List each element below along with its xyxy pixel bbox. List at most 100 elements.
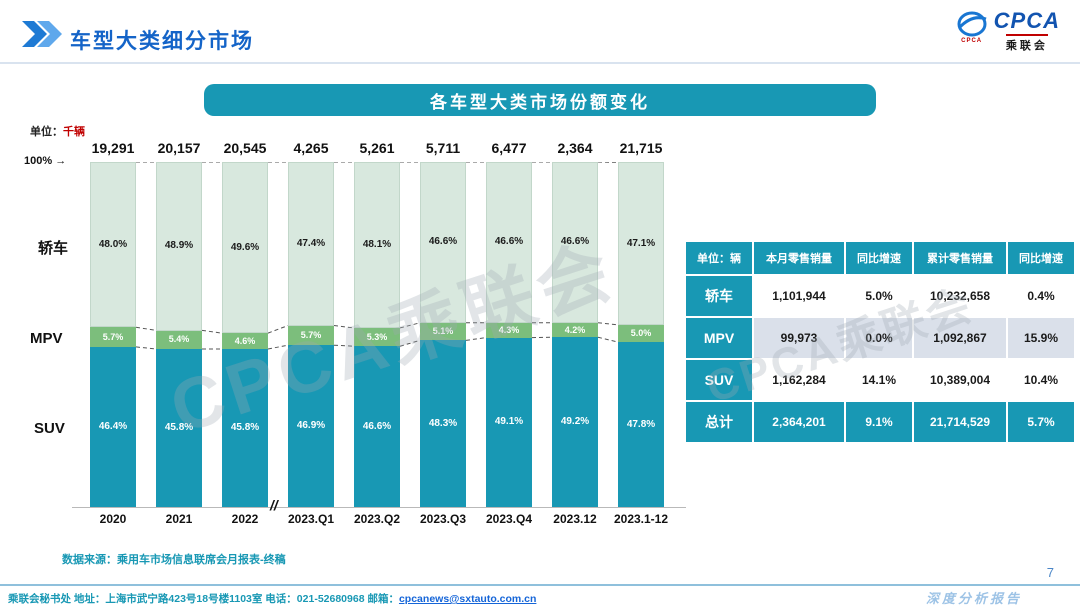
x-axis-label: 2023.Q4 [485, 512, 533, 526]
slide-header: 车型大类细分市场 CPCA CPCA 乘联会 [0, 0, 1080, 64]
table-header-cell: 累计零售销量 [912, 240, 1008, 276]
bar-column: 4,265 46.9% 5.7% 47.4% 2023.Q1 [278, 140, 344, 531]
x-axis-label: 2023.Q2 [353, 512, 401, 526]
cpca-logo-name: CPCA [993, 8, 1060, 33]
x-axis-label: 2023.1-12 [613, 512, 669, 526]
bar-segment-suv: 49.2% [552, 337, 598, 507]
bar-total-label: 20,545 [223, 140, 267, 156]
axis-break-mark: // [270, 497, 278, 513]
bar-segment-sedan: 49.6% [222, 162, 268, 334]
table-cell: 14.1% [844, 358, 914, 402]
data-source-note: 数据来源：乘用车市场信息联席会月报表-终稿 [62, 554, 286, 566]
segment-value-label: 48.0% [98, 238, 128, 250]
bar-total-label: 21,715 [619, 140, 663, 156]
report-type-label: 深度分析报告 [925, 591, 1022, 606]
table-cell: 5.0% [844, 274, 914, 318]
table-cell: 10.4% [1006, 358, 1076, 402]
cpca-logo-mark: CPCA [955, 10, 989, 44]
stacked-bar: 46.9% 5.7% 47.4% [288, 162, 334, 507]
double-chevron-icon [22, 21, 64, 52]
bar-segment-sedan: 47.4% [288, 162, 334, 326]
table-row: 总计 2,364,201 9.1% 21,714,529 5.7% [684, 400, 1076, 444]
segment-value-label: 49.1% [494, 416, 524, 428]
segment-value-label: 5.1% [432, 326, 454, 337]
bar-segment-suv: 46.4% [90, 347, 136, 507]
bar-column: 21,715 47.8% 5.0% 47.1% 2023.1-12 [608, 140, 674, 531]
bar-column: 2,364 49.2% 4.2% 46.6% 2023.12 [542, 140, 608, 531]
bar-segment-mpv: 5.4% [156, 330, 202, 350]
chart-title-banner: 各车型大类市场份额变化 [204, 84, 876, 116]
table-cell: 15.9% [1006, 316, 1076, 360]
footer-divider [0, 584, 1080, 586]
bar-segment-suv: 48.3% [420, 340, 466, 507]
bar-column: 6,477 49.1% 4.3% 46.6% 2023.Q4 [476, 140, 542, 531]
bar-segment-suv: 46.9% [288, 345, 334, 507]
bar-segment-sedan: 47.1% [618, 162, 664, 325]
bar-segment-sedan: 46.6% [486, 162, 532, 323]
table-cell: 9.1% [844, 400, 914, 444]
y-top-text: 100% [24, 155, 53, 167]
table-row-label: SUV [684, 358, 754, 402]
unit-label: 单位：千辆 [30, 123, 85, 139]
bar-total-label: 5,261 [359, 140, 395, 156]
bar-segment-sedan: 46.6% [420, 162, 466, 323]
segment-value-label: 47.8% [626, 418, 656, 430]
table-cell: 1,162,284 [752, 358, 846, 402]
table-cell: 10,389,004 [912, 358, 1008, 402]
cpca-logo: CPCA CPCA 乘联会 [955, 10, 1060, 53]
cpca-logo-mark-caption: CPCA [961, 38, 983, 44]
footer-contact-text: 乘联会秘书处 地址：上海市武宁路423号18号楼1103室 电话：021-526… [8, 593, 399, 605]
table-header-cell: 本月零售销量 [752, 240, 846, 276]
x-axis-label: 2022 [231, 512, 259, 526]
bar-total-label: 2,364 [557, 140, 593, 156]
bar-segment-sedan: 48.9% [156, 162, 202, 331]
stacked-bar: 46.4% 5.7% 48.0% [90, 162, 136, 507]
segment-value-label: 48.3% [428, 417, 458, 429]
email-link[interactable]: cpcanews@sxtauto.com.cn [398, 593, 537, 605]
table-cell: 0.0% [844, 316, 914, 360]
bar-column: 20,157 45.8% 5.4% 48.9% 2021 [146, 140, 212, 531]
stacked-bar: 47.8% 5.0% 47.1% [618, 162, 664, 507]
table-cell: 5.7% [1006, 400, 1076, 444]
row-label-suv: SUV [34, 420, 65, 437]
segment-value-label: 48.1% [362, 238, 392, 250]
bar-segment-suv: 45.8% [222, 349, 268, 507]
bar-segment-suv: 47.8% [618, 342, 664, 507]
segment-value-label: 46.6% [428, 236, 458, 248]
bar-segment-sedan: 48.0% [90, 162, 136, 328]
bar-total-label: 20,157 [157, 140, 201, 156]
bar-column: 5,261 46.6% 5.3% 48.1% 2023.Q2 [344, 140, 410, 531]
segment-value-label: 5.0% [630, 327, 652, 338]
table-cell: 2,364,201 [752, 400, 846, 444]
bar-segment-suv: 49.1% [486, 337, 532, 507]
segment-value-label: 47.1% [626, 237, 656, 249]
table-header-cell: 同比增速 [844, 240, 914, 276]
cpca-logo-text: CPCA 乘联会 [994, 10, 1060, 53]
bar-column: 5,711 48.3% 5.1% 46.6% 2023.Q3 [410, 140, 476, 531]
segment-value-label: 49.6% [230, 241, 260, 253]
segment-value-label: 4.2% [564, 324, 586, 335]
segment-value-label: 5.7% [102, 331, 124, 342]
bar-segment-mpv: 5.1% [420, 322, 466, 341]
bar-segment-mpv: 4.2% [552, 322, 598, 338]
table-cell: 1,101,944 [752, 274, 846, 318]
segment-value-label: 45.8% [164, 422, 194, 434]
table-cell: 1,092,867 [912, 316, 1008, 360]
segment-value-label: 46.6% [494, 236, 524, 248]
bar-segment-mpv: 4.3% [486, 322, 532, 338]
unit-value: 千辆 [63, 126, 85, 138]
table-body: 轿车 1,101,944 5.0% 10,232,658 0.4% MPV 99,973 0.… [684, 274, 1076, 444]
table-row-label: MPV [684, 316, 754, 360]
cpca-logo-subtitle: 乘联会 [1005, 34, 1048, 53]
stacked-bar: 48.3% 5.1% 46.6% [420, 162, 466, 507]
table-header-row: 单位：辆 本月零售销量 同比增速 累计零售销量 同比增速 [684, 240, 1076, 276]
segment-value-label: 47.4% [296, 237, 326, 249]
bar-segment-suv: 46.6% [354, 346, 400, 507]
bar-segment-mpv: 5.0% [618, 324, 664, 343]
table-header-cell: 同比增速 [1006, 240, 1076, 276]
table-cell: 21,714,529 [912, 400, 1008, 444]
bar-total-label: 6,477 [491, 140, 527, 156]
page-title: 车型大类细分市场 [70, 30, 254, 53]
stacked-bar: 46.6% 5.3% 48.1% [354, 162, 400, 507]
segment-value-label: 4.3% [498, 324, 520, 335]
